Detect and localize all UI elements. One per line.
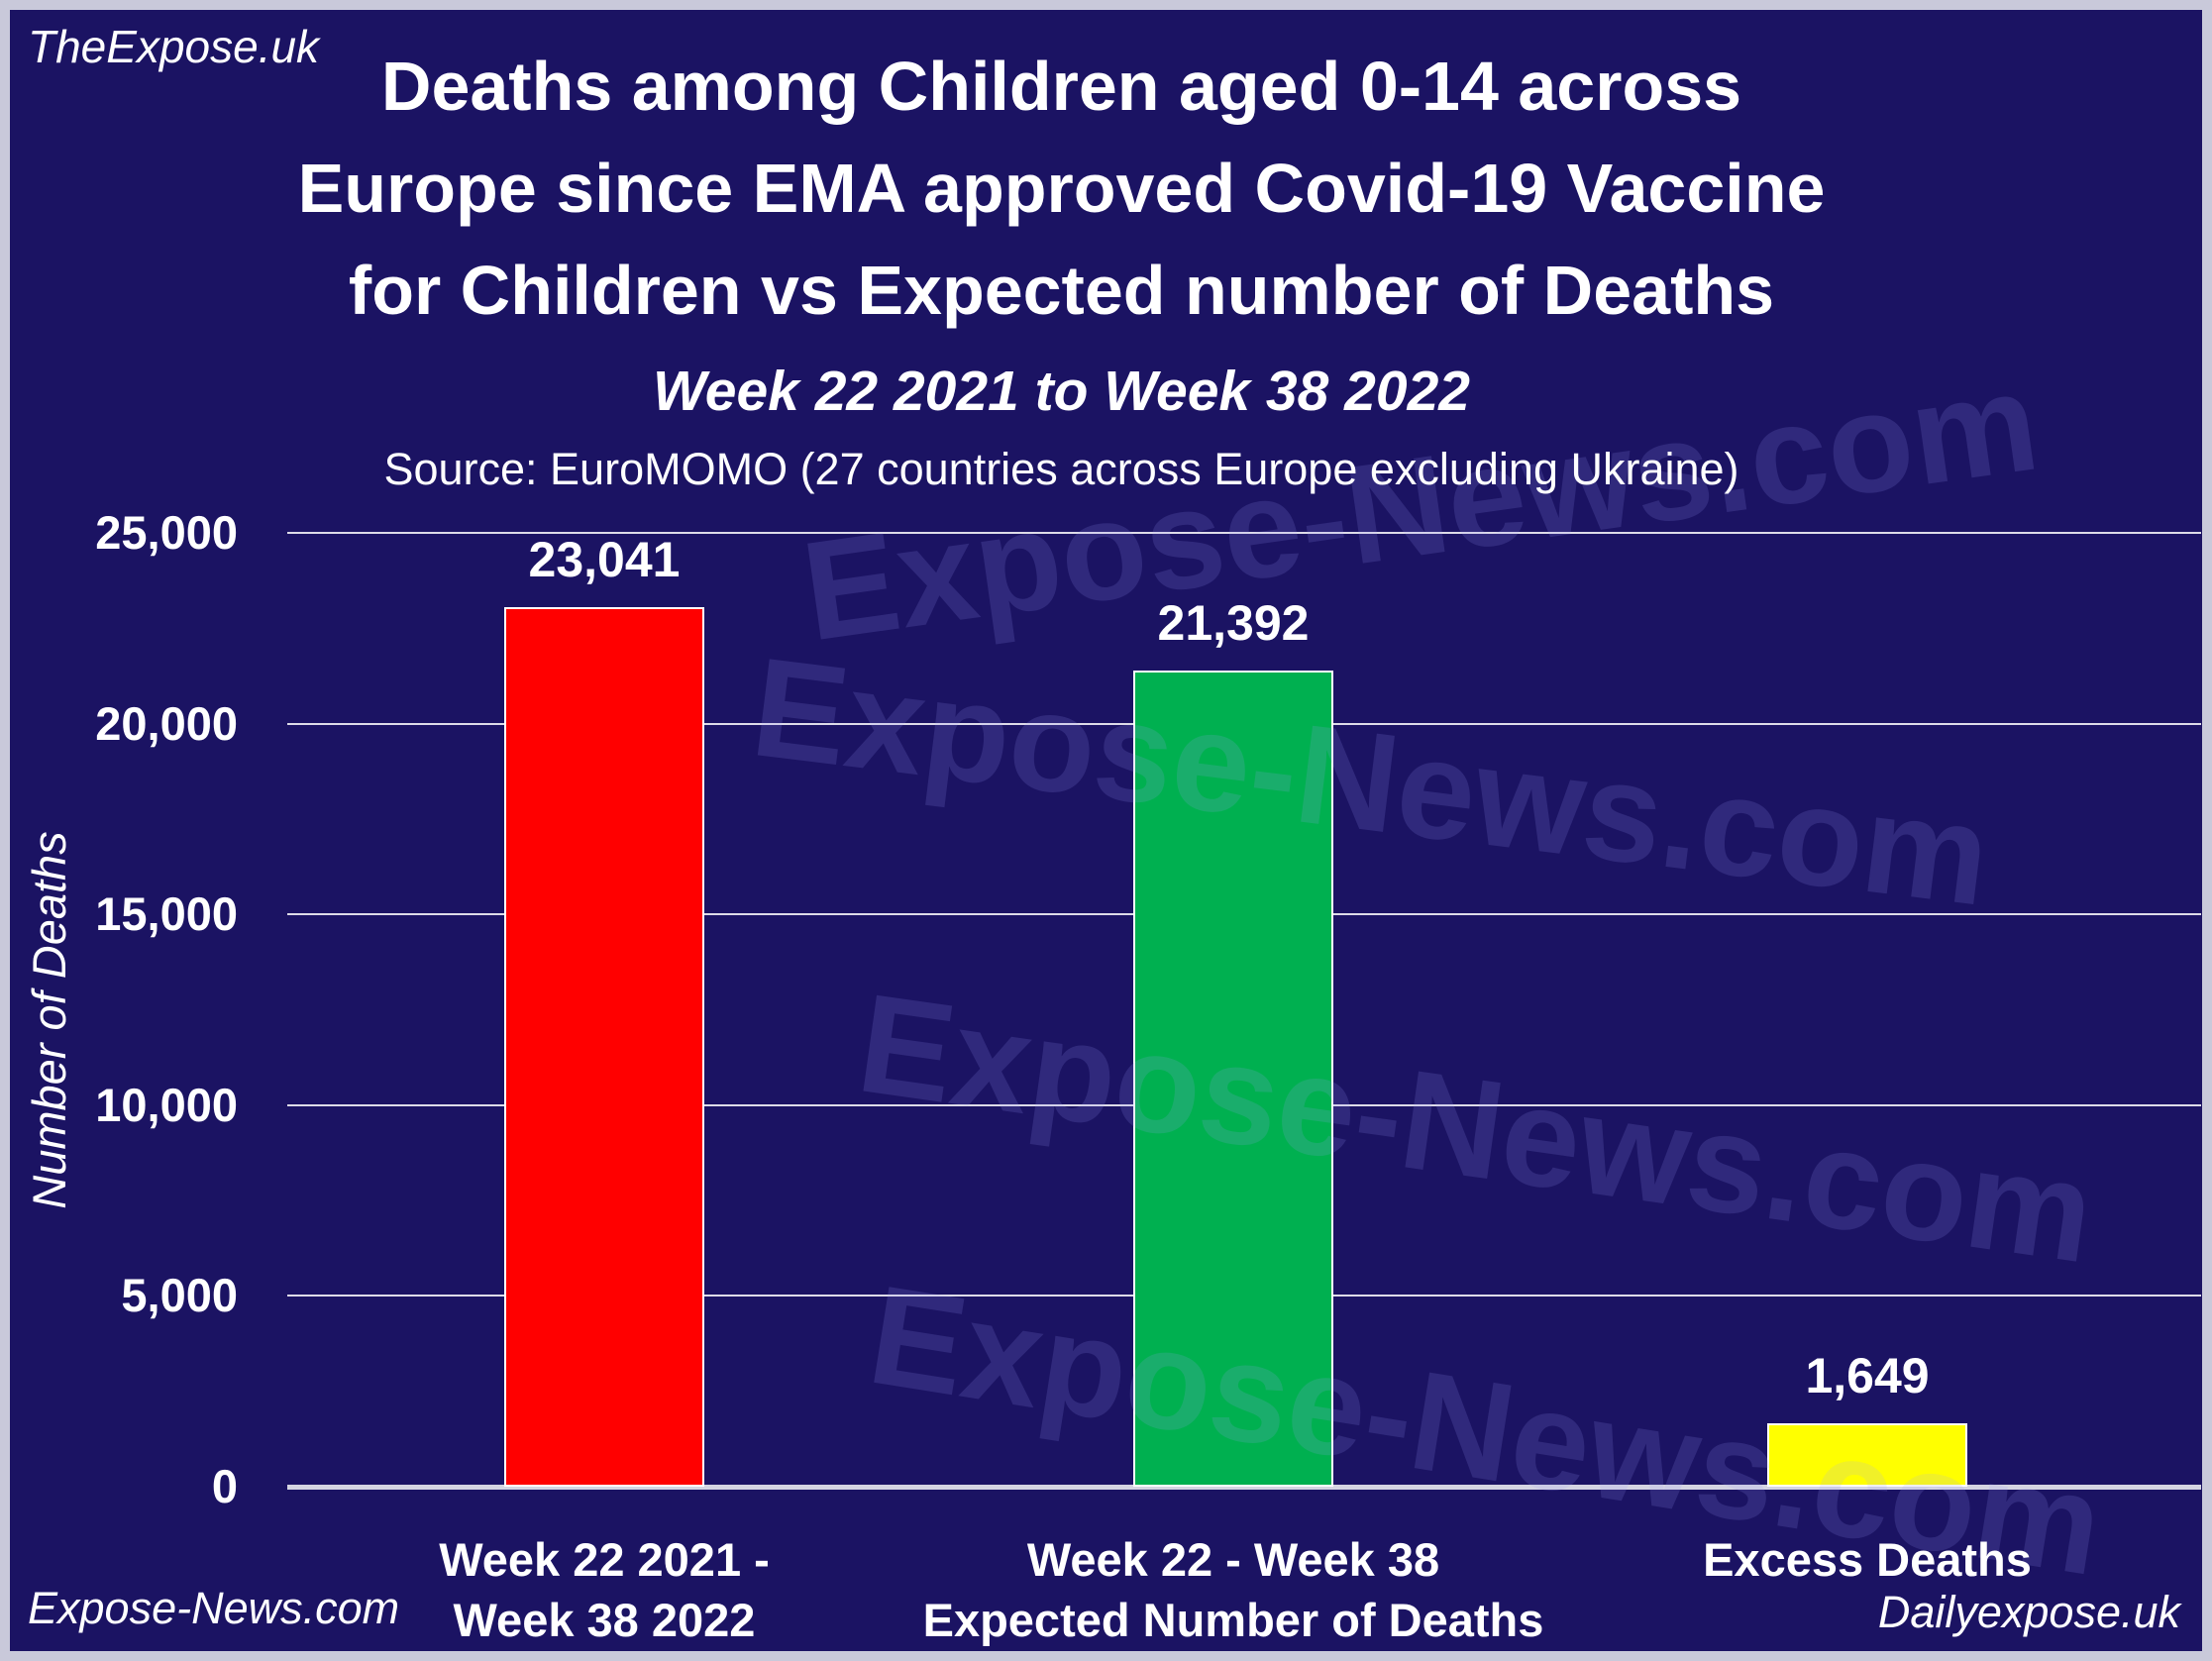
chart-source: Source: EuroMOMO (27 countries across Eu… xyxy=(383,444,1739,494)
brand-top-left: TheExpose.uk xyxy=(28,21,320,72)
gridline xyxy=(287,532,2201,534)
bar-value-label: 23,041 xyxy=(528,532,681,587)
y-tick-label: 10,000 xyxy=(95,1078,238,1131)
bar-value-label: 1,649 xyxy=(1805,1348,1930,1403)
bar-week22-2021-week38-2022 xyxy=(504,607,704,1487)
bar-excess-deaths xyxy=(1767,1423,1967,1487)
watermark-text-2: Expose-News.com xyxy=(744,628,1998,936)
bar-value-label: 21,392 xyxy=(1157,595,1310,651)
x-category-label: Excess Deaths xyxy=(1703,1533,2032,1586)
y-tick-label: 5,000 xyxy=(121,1269,238,1322)
x-axis-line xyxy=(287,1485,2201,1490)
y-tick-label: 25,000 xyxy=(95,506,238,559)
credit-bottom-left: Expose-News.com xyxy=(28,1583,400,1633)
y-tick-label: 20,000 xyxy=(95,696,238,750)
chart-title-line2: Europe since EMA approved Covid-19 Vacci… xyxy=(297,150,1826,227)
x-category-label: Week 22 2021 - Week 38 2022 xyxy=(439,1533,770,1646)
watermark-text-3: Expose-News.com xyxy=(849,964,2103,1294)
chart-title: Deaths among Children aged 0-14 across E… xyxy=(0,36,2167,342)
chart-subtitle: Week 22 2021 to Week 38 2022 xyxy=(653,360,1470,423)
credit-bottom-right: Dailyexpose.uk xyxy=(1877,1587,2180,1637)
y-tick-label: 0 xyxy=(211,1460,238,1512)
x-category-label: Week 22 - Week 38 Expected Number of Dea… xyxy=(922,1533,1544,1646)
chart-title-line3: for Children vs Expected number of Death… xyxy=(348,252,1775,329)
y-tick-label: 15,000 xyxy=(95,887,238,941)
bar-expected-number-of-deaths xyxy=(1133,671,1333,1487)
chart-title-line1: Deaths among Children aged 0-14 across xyxy=(380,48,1742,125)
